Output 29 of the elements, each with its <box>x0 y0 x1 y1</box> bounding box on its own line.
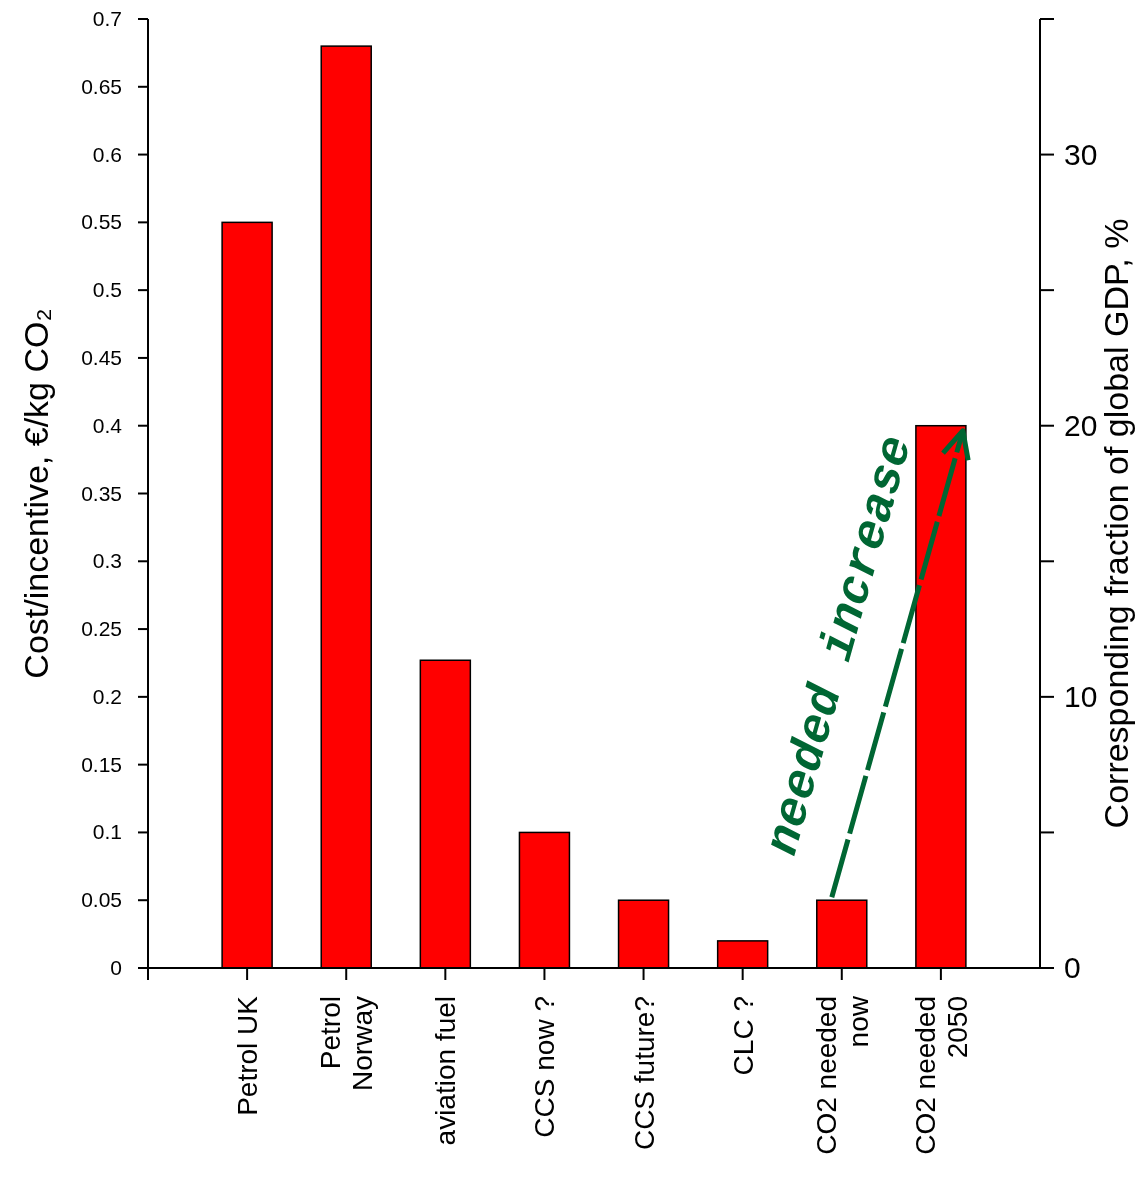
x-tick-label: aviation fuel <box>430 996 462 1146</box>
y-tick-label: 0.4 <box>92 413 123 437</box>
y-tick-label: 0.3 <box>92 549 122 573</box>
x-tick-label: CCS now ? <box>529 996 561 1138</box>
x-tick-label: CLC ? <box>727 996 759 1076</box>
y2-tick-label: 10 <box>1064 679 1098 713</box>
y-tick-label: 0.55 <box>81 210 122 234</box>
y-tick-label: 0.65 <box>81 74 122 98</box>
y-tick-label: 0.2 <box>92 684 122 708</box>
y-tick-label: 0.1 <box>92 820 122 844</box>
x-tick-label: CO2 needed now <box>810 995 874 1155</box>
y-tick-label: 0.6 <box>92 142 122 166</box>
y-axis-title: Cost/incentive, €/kg CO₂ <box>17 308 55 679</box>
y-tick-label: 0 <box>110 956 122 979</box>
y2-axis-title: Corresponding fraction of global GDP, % <box>1097 218 1135 829</box>
y2-tick-label: 20 <box>1064 408 1098 442</box>
y-tick-label: 0.35 <box>81 481 122 505</box>
y-tick-label: 0.15 <box>81 752 122 776</box>
x-tick-label: Petrol Norway <box>315 996 379 1091</box>
y2-tick-label: 0 <box>1064 951 1081 984</box>
y-tick-label: 0.45 <box>81 345 122 369</box>
y2-tick-label: 30 <box>1064 137 1098 171</box>
x-tick-label: Petrol UK <box>232 995 264 1116</box>
y-tick-label: 0.7 <box>92 7 122 30</box>
x-tick-label: CCS future? <box>628 996 660 1151</box>
y-tick-label: 0.05 <box>81 888 122 912</box>
y-tick-label: 0.5 <box>92 278 122 302</box>
y-tick-label: 0.25 <box>81 617 122 641</box>
x-tick-label: CO2 needed 2050 <box>909 996 973 1155</box>
